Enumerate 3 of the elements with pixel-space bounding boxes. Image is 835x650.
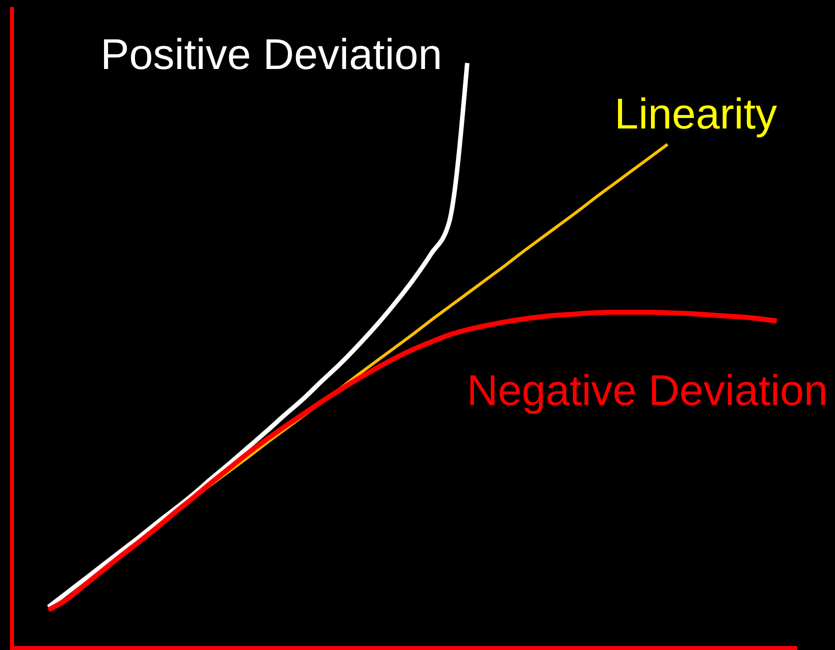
series-label: Negative Deviation: [466, 366, 828, 415]
series-label: Linearity: [614, 90, 778, 138]
series-label: Positive Deviation: [100, 31, 442, 79]
